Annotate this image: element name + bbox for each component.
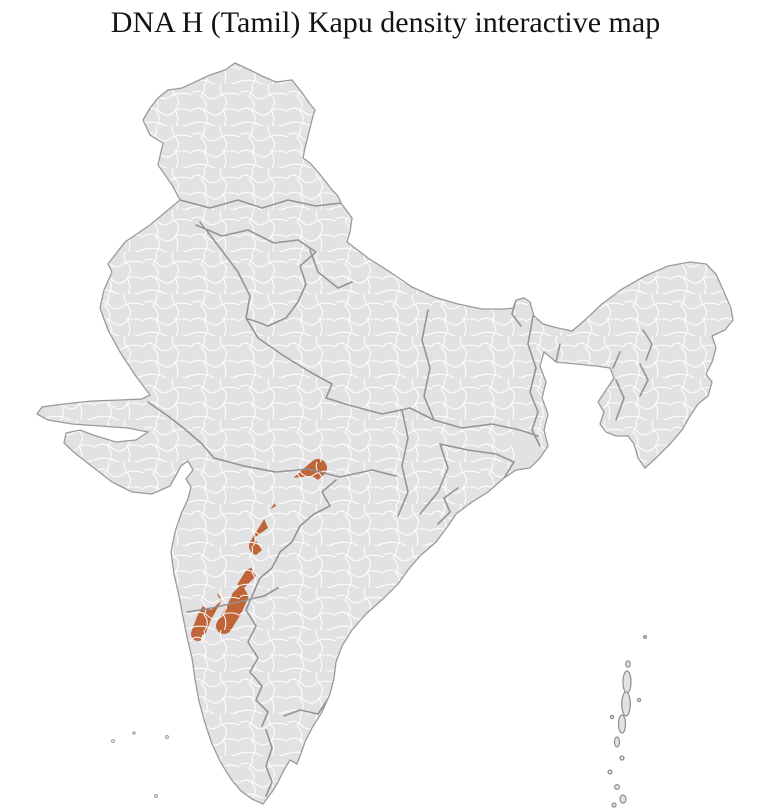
map-title: DNA H (Tamil) Kapu density interactive m… <box>110 6 661 39</box>
region-andaman-islands[interactable] <box>607 634 647 808</box>
region-lakshadweep[interactable] <box>111 731 169 798</box>
state-borders <box>147 199 653 797</box>
region-kolkata[interactable] <box>511 431 531 452</box>
region-kutch-spur[interactable] <box>23 403 39 414</box>
